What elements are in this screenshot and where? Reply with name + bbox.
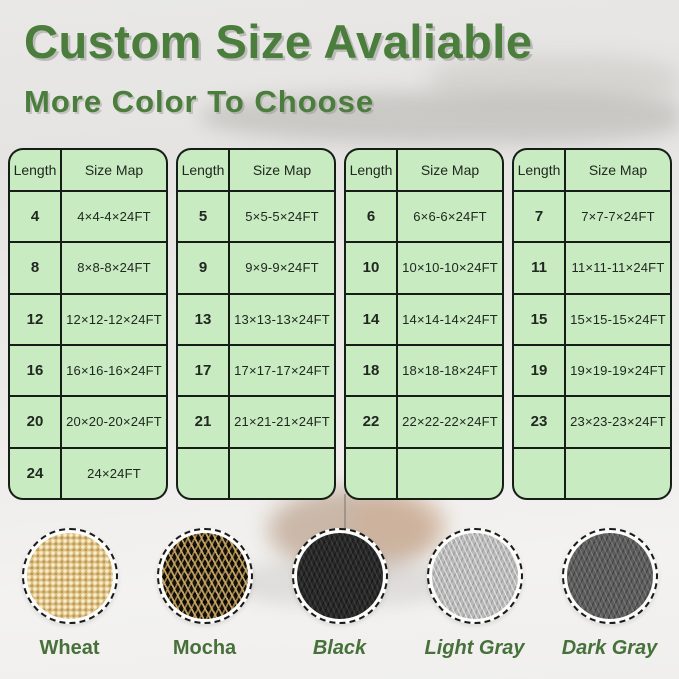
size-table-2: Length Size Map 5 5×5-5×24FT 9 9×9-9×24F… — [176, 148, 336, 500]
swatch-label: Dark Gray — [561, 637, 658, 659]
size-cell — [230, 448, 334, 498]
length-cell: 15 — [514, 294, 564, 344]
length-cell: 23 — [514, 397, 564, 447]
length-cell: 6 — [346, 192, 396, 242]
swatch-label: Light Gray — [424, 637, 525, 659]
col-header-length: Length — [10, 150, 60, 190]
col-header-size-map: Size Map — [62, 150, 166, 190]
size-cell: 21×21-21×24FT — [230, 397, 334, 447]
length-cell: 19 — [514, 345, 564, 396]
swatch-circle — [561, 528, 658, 624]
length-cell: 7 — [514, 192, 564, 242]
length-cell: 16 — [10, 345, 60, 396]
page-subtitle: More Color To Choose — [24, 84, 375, 119]
size-tables: Length Size Map 4 4×4-4×24FT 8 8×8-8×24F… — [8, 148, 672, 500]
size-cell: 16×16-16×24FT — [62, 345, 166, 396]
size-cell: 10×10-10×24FT — [398, 243, 502, 293]
size-cell: 8×8-8×24FT — [62, 243, 166, 293]
size-table-4: Length Size Map 7 7×7-7×24FT 11 11×11-11… — [512, 148, 672, 500]
size-table-1: Length Size Map 4 4×4-4×24FT 8 8×8-8×24F… — [8, 148, 168, 500]
length-cell: 13 — [178, 294, 228, 344]
color-options: Wheat Mocha Black Light Gray Dark Gray — [2, 528, 677, 660]
size-cell: 15×15-15×24FT — [566, 294, 670, 344]
length-cell — [514, 448, 564, 498]
col-header-length: Length — [346, 150, 396, 190]
swatch-label: Wheat — [39, 637, 100, 659]
color-option-mocha: Mocha — [137, 528, 272, 660]
black-fabric-swatch — [296, 533, 383, 619]
size-cell: 18×18-18×24FT — [398, 345, 502, 396]
size-cell: 9×9-9×24FT — [230, 243, 334, 293]
col-header-size-map: Size Map — [398, 150, 502, 190]
size-cell: 22×22-22×24FT — [398, 397, 502, 447]
size-cell: 4×4-4×24FT — [62, 192, 166, 242]
size-cell: 12×12-12×24FT — [62, 294, 166, 344]
col-header-size-map: Size Map — [566, 150, 670, 190]
length-cell: 12 — [10, 294, 60, 344]
size-cell: 20×20-20×24FT — [62, 397, 166, 447]
swatch-label: Black — [312, 637, 367, 659]
size-cell: 24×24FT — [62, 448, 166, 498]
length-cell: 22 — [346, 397, 396, 447]
size-cell: 5×5-5×24FT — [230, 192, 334, 242]
size-cell: 17×17-17×24FT — [230, 345, 334, 396]
color-option-black: Black — [272, 528, 407, 660]
size-table-3: Length Size Map 6 6×6-6×24FT 10 10×10-10… — [344, 148, 504, 500]
size-cell — [566, 448, 670, 498]
wheat-fabric-swatch — [26, 533, 113, 619]
length-cell: 18 — [346, 345, 396, 396]
page-title: Custom Size Avaliable — [24, 15, 533, 68]
size-cell: 11×11-11×24FT — [566, 243, 670, 293]
length-cell: 14 — [346, 294, 396, 344]
size-cell: 14×14-14×24FT — [398, 294, 502, 344]
length-cell: 8 — [10, 243, 60, 293]
length-cell — [346, 448, 396, 498]
size-cell: 6×6-6×24FT — [398, 192, 502, 242]
swatch-circle — [291, 528, 388, 624]
length-cell: 24 — [10, 448, 60, 498]
length-cell: 17 — [178, 345, 228, 396]
swatch-circle — [426, 528, 523, 624]
size-cell: 13×13-13×24FT — [230, 294, 334, 344]
length-cell: 5 — [178, 192, 228, 242]
swatch-label: Mocha — [172, 637, 237, 659]
color-option-wheat: Wheat — [2, 528, 137, 660]
length-cell: 4 — [10, 192, 60, 242]
dark-gray-fabric-swatch — [566, 533, 653, 619]
length-cell — [178, 448, 228, 498]
length-cell: 20 — [10, 397, 60, 447]
length-cell: 21 — [178, 397, 228, 447]
size-cell — [398, 448, 502, 498]
size-cell: 7×7-7×24FT — [566, 192, 670, 242]
size-cell: 19×19-19×24FT — [566, 345, 670, 396]
light-gray-fabric-swatch — [431, 533, 518, 619]
length-cell: 11 — [514, 243, 564, 293]
swatch-circle — [21, 528, 118, 624]
length-cell: 10 — [346, 243, 396, 293]
mocha-fabric-swatch — [161, 533, 248, 619]
color-option-dark-gray: Dark Gray — [542, 528, 677, 660]
size-cell: 23×23-23×24FT — [566, 397, 670, 447]
length-cell: 9 — [178, 243, 228, 293]
col-header-length: Length — [178, 150, 228, 190]
col-header-size-map: Size Map — [230, 150, 334, 190]
color-option-light-gray: Light Gray — [407, 528, 542, 660]
swatch-circle — [156, 528, 253, 624]
col-header-length: Length — [514, 150, 564, 190]
